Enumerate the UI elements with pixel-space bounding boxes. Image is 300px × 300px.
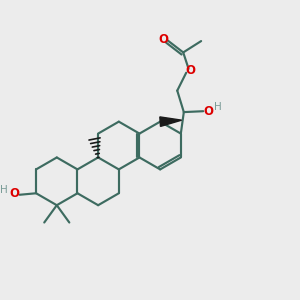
Polygon shape: [160, 117, 182, 126]
Text: H: H: [0, 185, 8, 195]
Text: O: O: [185, 64, 195, 77]
Text: H: H: [214, 102, 222, 112]
Text: O: O: [9, 188, 19, 200]
Text: O: O: [203, 105, 213, 118]
Text: O: O: [158, 33, 169, 46]
